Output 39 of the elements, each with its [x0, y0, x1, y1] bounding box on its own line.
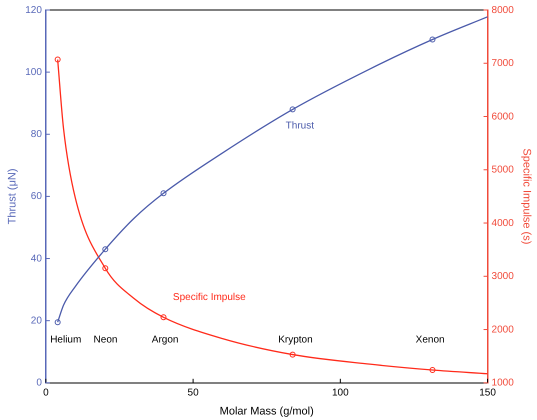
y2-tick-label: 2000: [492, 324, 514, 336]
annotation: Helium: [50, 334, 82, 346]
y-tick-label: 80: [30, 129, 42, 140]
point: [160, 314, 167, 320]
annotation: Krypton: [278, 334, 313, 346]
y-tick-label: 40: [30, 253, 42, 264]
x-axis-title: Molar Mass (g/mol): [220, 405, 314, 418]
y2-tick-label: 1000: [492, 378, 514, 389]
annotation: Argon: [152, 334, 178, 346]
y2-axis-title: Specific Impulse (s): [520, 148, 532, 244]
x-tick-label: 150: [479, 388, 496, 399]
point: [290, 106, 296, 112]
point: [160, 190, 167, 196]
y2-tick-label: 6000: [492, 111, 514, 122]
point: [102, 246, 108, 252]
y-tick-label: 20: [30, 315, 42, 326]
point: [429, 36, 436, 43]
y-tick-label: 60: [30, 191, 42, 202]
annotation: Specific Impulse: [172, 292, 246, 303]
point: [290, 352, 296, 358]
point: [429, 367, 436, 374]
x-tick-label: 0: [43, 388, 50, 399]
y-tick-label: 120: [25, 4, 42, 16]
annotation: Neon: [94, 334, 118, 346]
y-tick-label: 100: [25, 66, 42, 78]
y-tick-label: 0: [36, 378, 42, 389]
point: [54, 56, 61, 63]
point: [102, 265, 108, 272]
point: [54, 319, 61, 326]
y2-tick-label: 4000: [492, 218, 514, 229]
x-tick-label: 100: [332, 388, 350, 399]
annotation: Thrust: [286, 120, 314, 132]
annotation: Xenon: [416, 334, 445, 346]
y2-tick-label: 5000: [492, 164, 514, 176]
y2-tick-label: 7000: [492, 58, 514, 70]
y2-tick-label: 3000: [492, 271, 514, 282]
y2-tick-label: 8000: [492, 4, 514, 16]
x-tick-label: 50: [188, 388, 200, 399]
y-axis-title: Thrust (μN): [6, 168, 19, 224]
